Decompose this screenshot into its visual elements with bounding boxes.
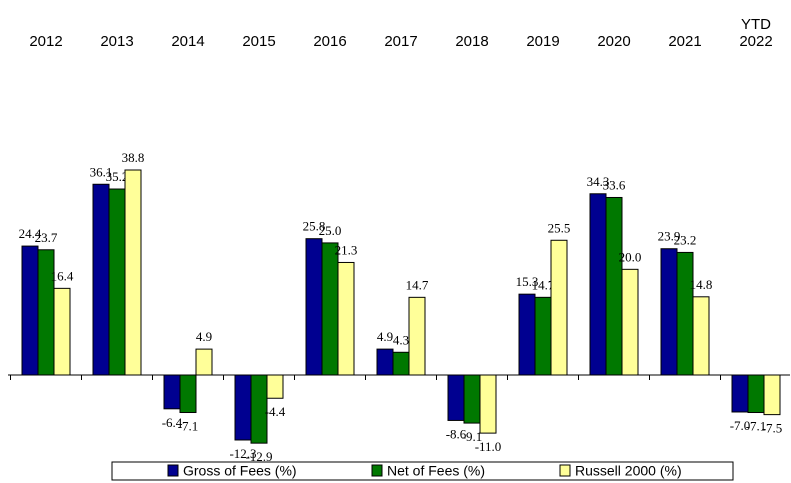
value-label: 35.2 <box>106 169 129 184</box>
value-label: 14.7 <box>532 277 555 292</box>
bar <box>550 239 568 376</box>
value-label: 33.6 <box>603 177 626 192</box>
bar <box>108 188 126 376</box>
value-label: 36.1 <box>90 164 113 179</box>
value-label: -7.0 <box>730 418 751 433</box>
bar <box>92 183 110 376</box>
legend-swatch <box>371 464 383 477</box>
bar <box>518 293 536 376</box>
value-label: -8.6 <box>446 426 467 441</box>
bar <box>534 296 552 376</box>
bar <box>408 296 426 376</box>
bar <box>392 351 410 376</box>
bar <box>195 348 213 376</box>
bar <box>337 261 355 376</box>
bar <box>305 238 323 376</box>
bar <box>124 169 142 376</box>
legend-swatch <box>167 464 179 477</box>
value-label: -6.4 <box>162 415 183 430</box>
value-label: 4.3 <box>393 332 409 347</box>
bar <box>21 245 39 376</box>
bar <box>376 348 394 376</box>
category-label: 2018 <box>455 33 489 50</box>
category-label: 2013 <box>100 33 134 50</box>
bar <box>660 248 678 376</box>
value-label: 24.4 <box>19 226 42 241</box>
value-label: 23.2 <box>674 232 697 247</box>
value-label: 38.8 <box>122 150 145 165</box>
category-label: 2017 <box>384 33 418 50</box>
value-label: 25.0 <box>319 223 342 238</box>
legend-label: Net of Fees (%) <box>387 463 485 479</box>
bar <box>179 374 197 414</box>
bar <box>589 193 607 376</box>
bar <box>621 268 639 376</box>
category-label: 2019 <box>526 33 560 50</box>
value-label: 14.8 <box>690 277 713 292</box>
value-label: 25.5 <box>548 220 571 235</box>
value-label: 15.3 <box>516 274 539 289</box>
value-label: -12.3 <box>229 446 256 461</box>
bar <box>234 374 252 441</box>
value-label: 21.3 <box>335 242 358 257</box>
legend-box <box>111 461 734 481</box>
legend-label: Russell 2000 (%) <box>575 463 682 479</box>
legend-label: Gross of Fees (%) <box>183 463 297 479</box>
value-label: 20.0 <box>619 249 642 264</box>
bar <box>266 374 284 399</box>
category-label: 2012 <box>29 33 63 50</box>
bar <box>676 251 694 376</box>
category-label: 2015 <box>242 33 276 50</box>
value-label: 4.9 <box>196 329 212 344</box>
value-label: 4.9 <box>377 329 393 344</box>
value-label: 16.4 <box>51 268 74 283</box>
bar <box>605 196 623 376</box>
value-label: -11.0 <box>475 439 502 454</box>
category-label: 2021 <box>668 33 702 50</box>
value-label: -4.4 <box>265 404 286 419</box>
bar <box>731 374 749 413</box>
value-label: -9.1 <box>462 429 483 444</box>
value-label: 14.7 <box>406 277 429 292</box>
value-label: 25.8 <box>303 219 326 234</box>
value-label: 23.7 <box>35 230 58 245</box>
category-label: YTD 2022 <box>739 16 773 50</box>
bar <box>692 296 710 376</box>
bar <box>53 287 71 376</box>
bar <box>747 374 765 414</box>
value-label: 34.3 <box>587 174 610 189</box>
legend-swatch <box>559 464 571 477</box>
category-label: 2020 <box>597 33 631 50</box>
category-label: 2014 <box>171 33 205 50</box>
bar <box>321 242 339 376</box>
bar <box>463 374 481 424</box>
bar <box>763 374 781 416</box>
value-label: -7.1 <box>746 419 767 434</box>
value-label: -7.1 <box>178 419 199 434</box>
value-label: 23.9 <box>658 229 681 244</box>
value-label: -7.5 <box>762 421 783 436</box>
bar <box>447 374 465 421</box>
category-label: 2016 <box>313 33 347 50</box>
bar <box>479 374 497 434</box>
bar <box>163 374 181 410</box>
value-label: -12.9 <box>245 449 272 464</box>
